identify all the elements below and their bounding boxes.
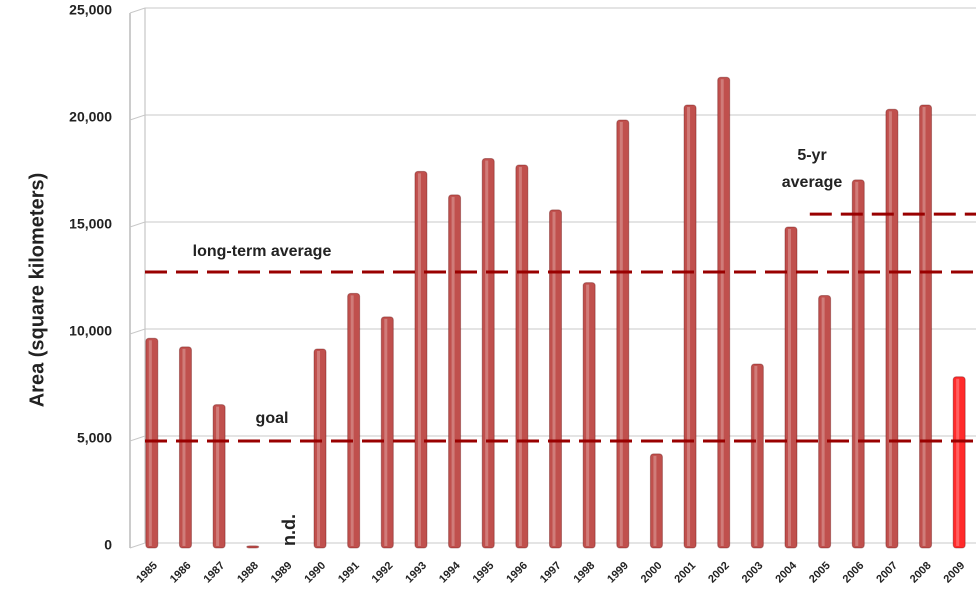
bar-highlight xyxy=(552,211,556,546)
bar xyxy=(952,376,966,549)
grid-line xyxy=(129,114,976,121)
bar-highlight xyxy=(653,455,657,546)
bar xyxy=(313,348,327,549)
bar xyxy=(347,292,361,549)
x-tick-label: 1997 xyxy=(538,560,564,586)
y-tick-label: 15,000 xyxy=(69,216,112,232)
bar xyxy=(885,108,899,549)
bar-highlight xyxy=(317,350,321,546)
y-tick-label: 10,000 xyxy=(69,323,112,339)
bar-highlight xyxy=(384,318,388,546)
grid-line xyxy=(129,435,976,442)
bar xyxy=(582,282,596,549)
bar xyxy=(549,209,562,549)
reference-label: 5-yr average xyxy=(782,147,843,191)
reference-label: long-term average xyxy=(193,243,332,260)
bar xyxy=(649,453,663,549)
bar-highlight xyxy=(720,79,724,546)
bar-highlight xyxy=(451,196,455,546)
bar xyxy=(717,76,731,549)
x-tick-label: 1991 xyxy=(336,560,362,586)
bar xyxy=(178,346,192,549)
grid-line xyxy=(129,542,976,549)
bar-highlight xyxy=(787,229,791,546)
bar xyxy=(481,158,495,549)
bar xyxy=(919,104,933,549)
grid-line xyxy=(129,7,976,14)
x-tick-label: 1999 xyxy=(605,560,631,586)
x-tick-label: 2008 xyxy=(908,560,934,586)
x-tick-label: 1992 xyxy=(370,560,396,586)
y-tick-label: 25,000 xyxy=(69,2,112,18)
x-tick-label: 2009 xyxy=(942,560,968,586)
y-axis-title: Area (square kilometers) xyxy=(26,173,48,408)
bar-highlight xyxy=(956,378,960,546)
bar-highlight xyxy=(148,340,152,546)
bar xyxy=(448,194,462,549)
x-tick-label: 1995 xyxy=(471,560,497,586)
x-tick-label: 2004 xyxy=(773,559,799,585)
x-tick-label: 1993 xyxy=(403,560,429,586)
bar xyxy=(683,104,697,549)
x-tick-label: 1988 xyxy=(235,560,261,586)
x-tick-label: 1994 xyxy=(437,559,463,585)
bar xyxy=(246,545,260,549)
x-tick-label: 1990 xyxy=(302,560,328,586)
bar-highlight xyxy=(754,365,758,546)
bar xyxy=(380,316,394,549)
bar-highlight xyxy=(888,111,892,547)
y-tick-label: 20,000 xyxy=(69,109,112,125)
x-tick-label: 1985 xyxy=(134,560,160,586)
x-tick-label: 1989 xyxy=(269,560,295,586)
x-tick-label: 1987 xyxy=(201,560,227,586)
x-tick-label: 2002 xyxy=(706,560,732,586)
y-tick-label: 0 xyxy=(104,537,112,553)
bar-highlight xyxy=(821,297,825,546)
reference-label: goal xyxy=(256,410,289,427)
bar-highlight xyxy=(586,284,590,546)
x-tick-label: 1986 xyxy=(168,560,194,586)
bar xyxy=(145,337,159,549)
null-label: n.d. xyxy=(279,514,299,546)
bar xyxy=(818,294,832,549)
bar-highlight xyxy=(216,406,220,546)
x-tick-label: 1996 xyxy=(504,560,530,586)
bar-highlight xyxy=(417,173,421,547)
bar-highlight xyxy=(518,166,522,546)
bar-highlight xyxy=(182,348,186,546)
grid-line xyxy=(129,328,976,335)
bar-highlight xyxy=(922,107,926,547)
x-tick-label: 1998 xyxy=(572,560,598,586)
x-tick-label: 2000 xyxy=(639,560,665,586)
bar xyxy=(414,170,428,549)
x-tick-label: 2006 xyxy=(841,560,867,586)
x-tick-label: 2003 xyxy=(740,560,766,586)
x-tick-label: 2005 xyxy=(807,560,833,586)
bar xyxy=(515,164,529,549)
bar-highlight xyxy=(687,107,691,547)
bar-highlight xyxy=(855,181,859,547)
x-tick-label: 2001 xyxy=(672,560,698,586)
bar-highlight xyxy=(485,160,489,546)
bar xyxy=(784,226,798,549)
y-tick-label: 5,000 xyxy=(77,430,112,446)
bar-highlight xyxy=(350,295,354,546)
x-tick-label: 2007 xyxy=(874,560,900,586)
bar-highlight xyxy=(619,122,623,546)
bar xyxy=(750,363,764,549)
grid-line xyxy=(129,221,976,228)
